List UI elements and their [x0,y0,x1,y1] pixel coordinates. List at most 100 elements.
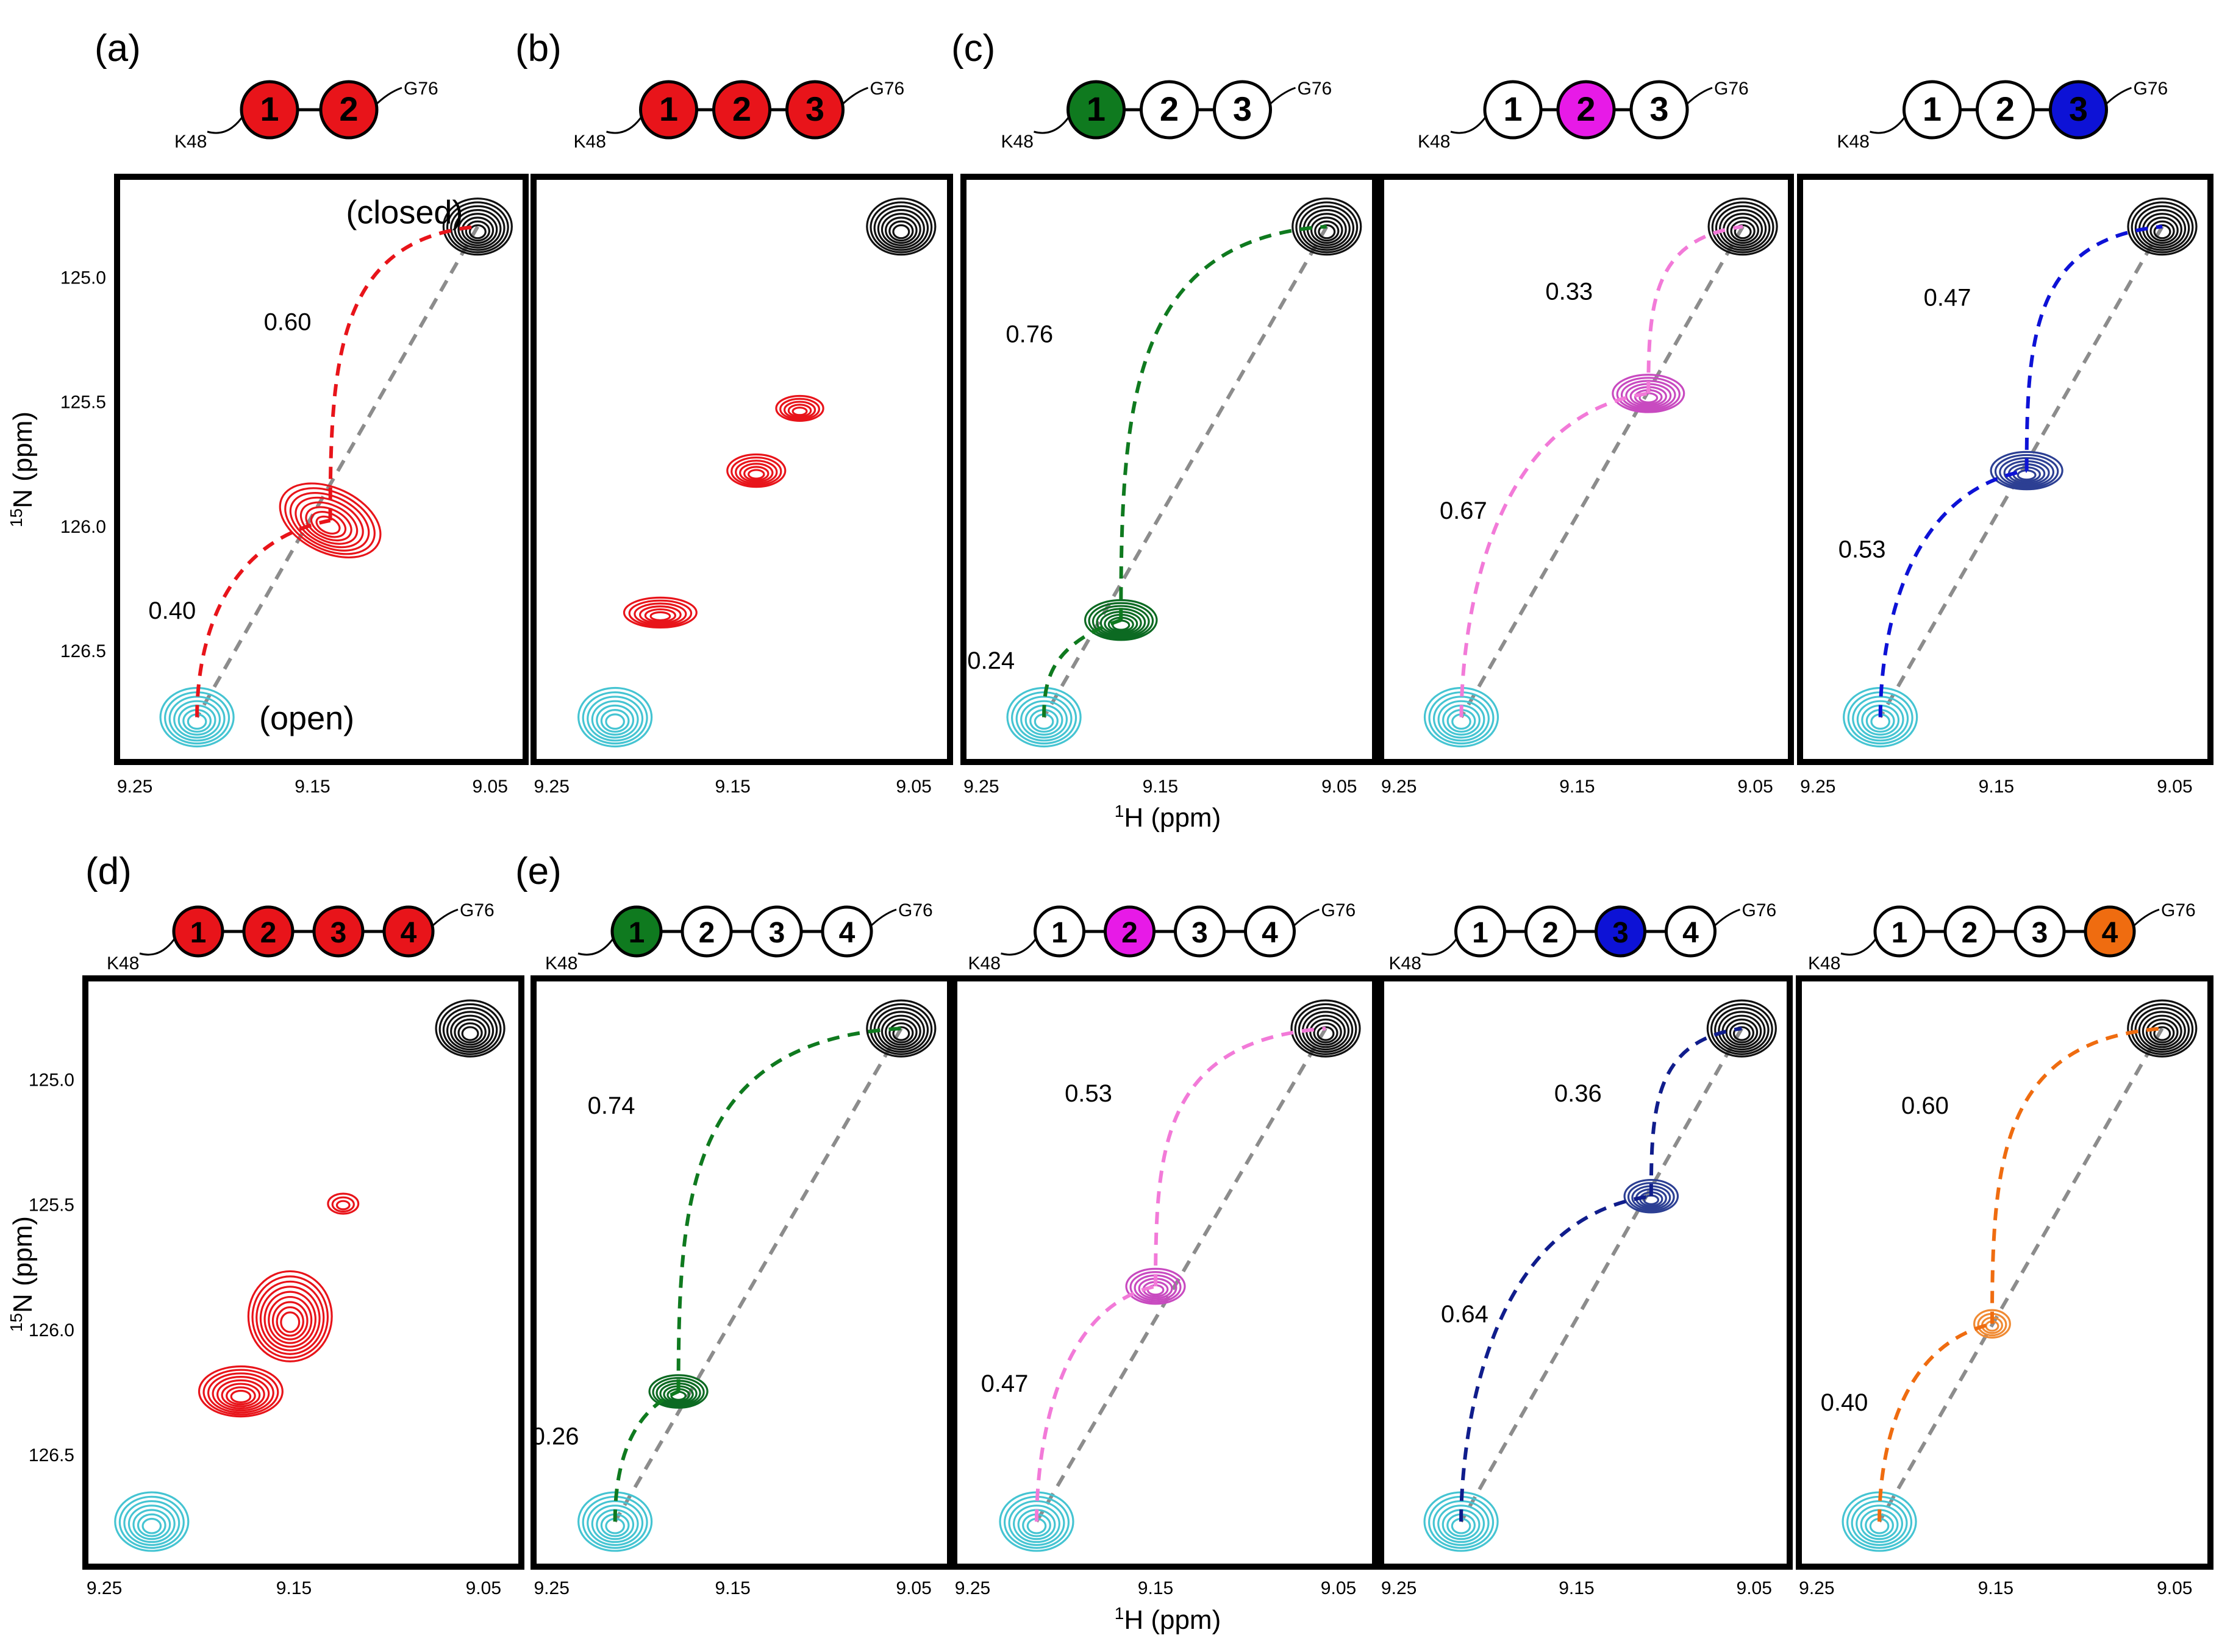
closed-peak-contour [457,1022,483,1044]
closed-peak-contour [1314,220,1340,242]
x-tick-label: 9.05 [473,777,508,797]
y-axis-title-main: N (ppm) [8,1216,38,1313]
closed-peak-contour [866,999,937,1058]
closed-peak-contour [2131,201,2194,254]
observed-peak-contour [212,1376,270,1412]
subunit-number: 1 [1892,917,1908,949]
chain-tail-left [1450,114,1488,134]
observed-peak-contour [335,1200,351,1211]
observed-peak-contour [634,602,687,626]
observed-peak-contour [623,596,698,629]
open-path [1459,1194,1652,1522]
closed-path [1119,224,1327,621]
observed-peak-contour [230,1389,252,1403]
ubiquitin-subunit [1873,905,1926,958]
open-peak-contour [1020,700,1068,739]
observed-peak-contour [747,469,765,480]
x-tick-label: 9.25 [534,777,570,797]
k48-label: K48 [1418,132,1450,152]
observed-peak-contour [284,487,376,555]
open-path [1035,1284,1156,1522]
closed-path [1154,1027,1326,1287]
closed-peak-contour [450,1014,491,1049]
closed-peak-contour [465,220,490,242]
x-tick-label: 9.05 [466,1578,501,1598]
subunit-number: 1 [190,917,207,949]
chain-tail-right [373,87,402,107]
closed-peak-contour [2127,198,2198,256]
k48-label: K48 [1808,953,1840,974]
open-state-label: (open) [259,700,354,736]
closed-peak-contour [866,198,937,256]
y-tick-label: 125.0 [29,1070,74,1090]
open-peak-contour [127,1504,176,1543]
observed-peak-contour [735,460,778,485]
x-tick-label: 9.15 [715,777,750,797]
subunit-number: 1 [1923,90,1942,128]
chain-diagram: K48 G76 1 2 3 4 [545,900,933,974]
y-axis-title-sup: 15 [7,508,26,527]
chain-tail-left [1840,936,1879,956]
closed-peak-contour [1317,1026,1335,1041]
subunit-number: 4 [2102,917,2118,949]
y-axis-title-sup: 15 [7,1313,26,1332]
closed-peak-contour [1725,1018,1759,1046]
chain-tail-left [139,936,177,956]
open-path [195,518,331,717]
observed-peak-contour [628,599,693,627]
x-tick-label: 9.25 [963,777,999,797]
closed-peak-contour [1715,205,1771,251]
closed-path [328,224,478,521]
plot-frame [531,174,953,765]
closed-peak-contour [468,224,487,240]
subunit-number: 3 [1612,917,1629,949]
ubiquitin-subunit [1104,905,1156,958]
open-peak-contour [118,1495,185,1549]
k48-label: K48 [545,953,577,974]
fraction-label-closed: 0.76 [1006,321,1053,348]
ubiquitin-subunit [2084,905,2136,958]
ubiquitin-subunit [319,80,379,140]
panel-e3: 9.25 9.15 9.05 K48 G76 1 2 3 4 0.36 0.64 [1378,900,1793,1598]
ubiquitin-subunit [1524,905,1576,958]
fraction-label-closed: 0.53 [1065,1080,1112,1107]
closed-peak-contour [1290,999,1361,1058]
plot-frame [531,975,953,1570]
open-peak-contour [1851,1500,1908,1547]
closed-peak-contour [1718,208,1767,249]
observed-peak-contour [271,1301,309,1340]
closed-path [1990,1027,2162,1324]
subunit-number: 3 [769,917,785,949]
closed-peak-contour [1734,224,1752,240]
closed-peak-contour [446,201,509,254]
open-path [1878,1322,1993,1522]
closed-peak-contour [870,201,933,254]
observed-peak-contour [648,1374,709,1409]
subunit-number: 2 [732,90,751,128]
x-tick-label: 9.05 [1321,777,1357,797]
closed-peak-contour [873,205,929,251]
observed-peak-contour [198,1365,284,1418]
closed-peak-contour [454,208,502,249]
open-peak-contour [1013,1504,1060,1543]
observed-peak-contour [202,1369,279,1415]
plot-frame [82,975,524,1570]
ubiquitin-subunit [821,905,873,958]
closed-peak-contour [885,1018,918,1046]
closed-peak-contour [1318,224,1336,240]
ubiquitin-subunit [681,905,733,958]
open-peak-contour [1437,1504,1485,1543]
open-peak-contour [605,713,625,730]
closed-peak-contour [450,205,506,251]
observed-peak-contour [639,605,682,624]
panel-e2: 9.25 9.15 9.05 K48 G76 1 2 3 4 0.53 0.47 [951,900,1378,1598]
observed-peak-contour [207,1372,274,1414]
chain-tail-right [1684,87,1713,107]
chain-diagram: K48 G76 1 2 3 4 [1808,900,2196,974]
k48-label: K48 [174,132,207,152]
open-peak-contour [596,704,635,736]
observed-peak-contour [289,491,370,552]
open-peak-contour [123,1500,180,1547]
y-tick-label: 126.0 [60,517,106,537]
